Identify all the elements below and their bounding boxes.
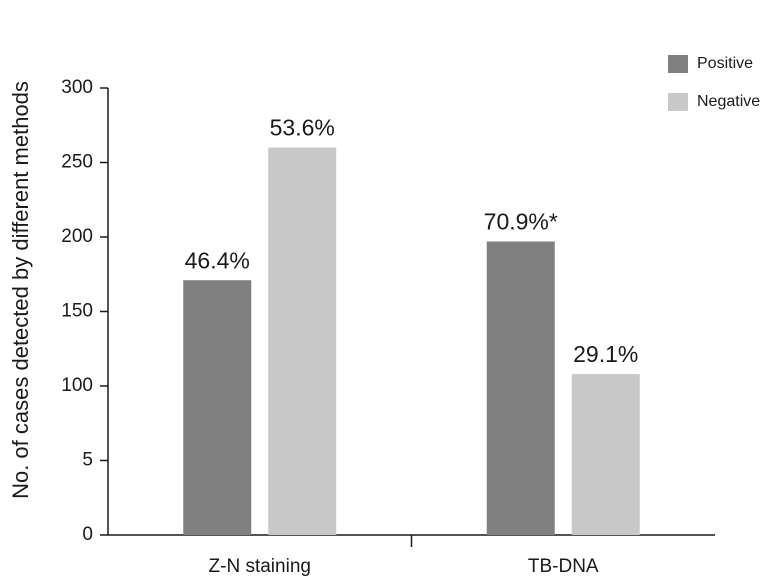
y-tick-label: 150	[61, 301, 93, 322]
bar-annotation: 53.6%	[270, 115, 335, 141]
bar	[486, 241, 555, 535]
bar-annotation: 46.4%	[185, 247, 250, 273]
y-tick-label: 5	[82, 450, 93, 471]
y-tick-label: 250	[61, 152, 93, 173]
y-tick-label: 100	[61, 375, 93, 396]
x-tick-label: TB-DNA	[528, 556, 599, 577]
bar-annotation: 29.1%	[573, 341, 638, 367]
bar	[571, 374, 640, 535]
bar	[183, 280, 252, 535]
bar	[268, 147, 337, 535]
x-tick-label: Z-N staining	[209, 556, 311, 577]
y-tick-label: 200	[61, 226, 93, 247]
legend-label: Negative	[697, 93, 760, 110]
legend-swatch	[668, 93, 688, 111]
bar-annotation: 70.9%*	[484, 209, 558, 235]
legend-swatch	[668, 55, 688, 73]
legend-label: Positive	[697, 55, 753, 72]
y-axis-title: No. of cases detected by different metho…	[8, 81, 33, 499]
y-tick-label: 0	[82, 524, 93, 545]
y-tick-label: 300	[61, 77, 93, 98]
